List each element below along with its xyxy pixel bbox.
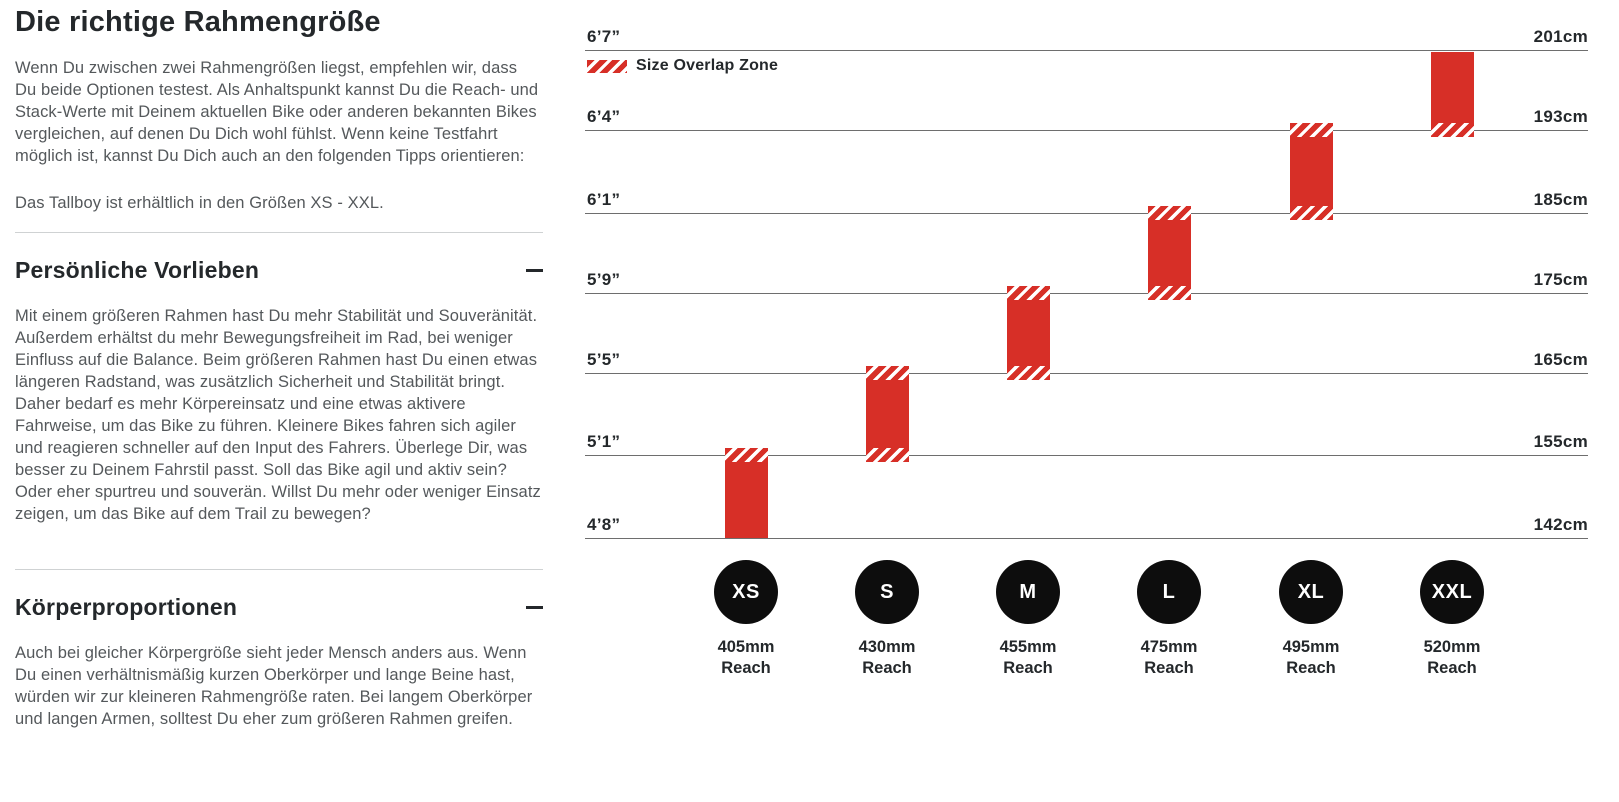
overlap-zone-hatch-icon [587,59,627,73]
overlap-zone-bottom [1289,206,1333,220]
intro-paragraph: Wenn Du zwischen zwei Rahmengrößen liegs… [15,59,539,165]
section-persoenliche-vorlieben: Persönliche Vorlieben Mit einem größeren… [15,232,543,525]
page-title: Die richtige Rahmengröße [15,6,381,38]
height-label-cm: 175cm [1533,270,1588,289]
height-label-cm: 201cm [1533,27,1588,46]
size-circle-xs: XS [714,560,778,624]
overlap-zone-bottom [1430,123,1474,137]
height-label-cm: 193cm [1533,107,1588,126]
collapse-section-button[interactable] [519,259,543,283]
size-circle-label: S [880,580,894,603]
reach-value: 475mm [1140,638,1198,656]
reach-suffix: Reach [1286,659,1336,677]
size-range-bar-xxl [1430,52,1474,137]
section-body: Auch bei gleicher Körpergröße sieht jede… [15,644,533,728]
size-circle-s: S [855,560,919,624]
reach-value: 455mm [999,638,1057,656]
sizing-article-column: Die richtige Rahmengröße Wenn Du zwische… [15,6,543,730]
accordion-header-persoenliche-vorlieben[interactable]: Persönliche Vorlieben [15,257,543,284]
reach-label-xxl: 520mm Reach [1392,637,1512,679]
reach-value: 495mm [1282,638,1340,656]
reach-label-xs: 405mm Reach [686,637,806,679]
reach-value: 520mm [1423,638,1481,656]
section-body: Mit einem größeren Rahmen hast Du mehr S… [15,307,541,523]
accordion-header-koerperproportionen[interactable]: Körperproportionen [15,594,543,621]
size-circle-label: XS [732,580,760,603]
size-circle-xl: XL [1279,560,1343,624]
height-label-cm: 165cm [1533,350,1588,369]
size-circle-label: L [1162,580,1176,603]
reach-value: 430mm [858,638,916,656]
reach-suffix: Reach [862,659,912,677]
height-label-ft: 6’4” [587,107,621,126]
height-label-ft: 6’1” [587,190,621,209]
overlap-zone-top [865,366,909,380]
height-gridline [585,50,1588,51]
minus-icon [526,269,543,272]
size-circle-l: L [1137,560,1201,624]
size-circle-xxl: XXL [1420,560,1484,624]
height-label-ft: 5’9” [587,270,621,289]
overlap-zone-top [1147,206,1191,220]
reach-value: 405mm [717,638,775,656]
legend-label: Size Overlap Zone [636,57,779,74]
height-gridline [585,213,1588,214]
section-heading: Persönliche Vorlieben [15,257,260,283]
height-gridline [585,373,1588,374]
size-range-bar-xs [724,448,768,538]
reach-label-xl: 495mm Reach [1251,637,1371,679]
reach-suffix: Reach [1144,659,1194,677]
height-gridline [585,538,1588,539]
size-circle-m: M [996,560,1060,624]
reach-label-s: 430mm Reach [827,637,947,679]
height-label-ft: 5’1” [587,432,621,451]
minus-icon [526,606,543,609]
height-gridline [585,293,1588,294]
height-label-ft: 4’8” [587,515,621,534]
collapse-section-button[interactable] [519,596,543,620]
overlap-zone-bottom [1006,366,1050,380]
size-range-bar-l [1147,206,1191,300]
overlap-zone-top [724,448,768,462]
size-range-bar-xl [1289,123,1333,220]
reach-suffix: Reach [1427,659,1477,677]
availability-paragraph: Das Tallboy ist erhältlich in den Größen… [15,194,384,212]
overlap-zone-top [1289,123,1333,137]
height-label-cm: 155cm [1533,432,1588,451]
height-label-ft: 6’7” [587,27,621,46]
reach-suffix: Reach [1003,659,1053,677]
reach-label-l: 475mm Reach [1109,637,1229,679]
height-label-ft: 5’5” [587,350,621,369]
size-circle-label: XL [1297,580,1325,603]
height-gridline [585,455,1588,456]
height-label-cm: 142cm [1533,515,1588,534]
size-range-bar-m [1006,286,1050,380]
overlap-zone-bottom [1147,286,1191,300]
section-heading: Körperproportionen [15,594,238,620]
size-range-bar-s [865,366,909,462]
reach-suffix: Reach [721,659,771,677]
size-chart: Size Overlap Zone 6’7” 201cm 6’4” 193cm 6’1”… [585,0,1588,700]
height-gridline [585,130,1588,131]
reach-label-m: 455mm Reach [968,637,1088,679]
overlap-zone-bottom [865,448,909,462]
overlap-zone-top [1006,286,1050,300]
size-circle-label: M [1019,580,1037,603]
height-label-cm: 185cm [1533,190,1588,209]
size-circle-label: XXL [1431,580,1473,603]
chart-legend: Size Overlap Zone [587,57,778,75]
section-koerperproportionen: Körperproportionen Auch bei gleicher Kör… [15,569,543,730]
